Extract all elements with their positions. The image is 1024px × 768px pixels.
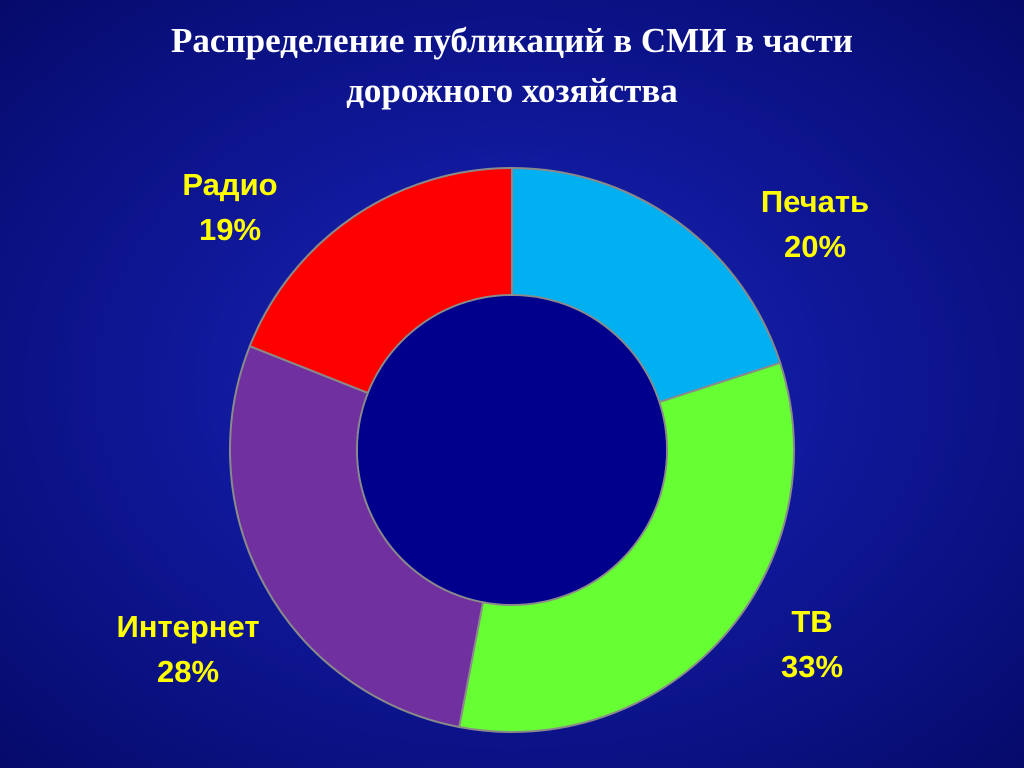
donut-slice	[511, 166, 782, 404]
slice-value: 19%	[199, 212, 261, 247]
slice-label: Печать	[761, 184, 869, 219]
chart-title: Распределение публикаций в СМИ в части д…	[171, 21, 853, 110]
slice-value: 20%	[784, 229, 846, 264]
slice-value: 28%	[157, 654, 219, 689]
slice-label: Интернет	[116, 609, 259, 644]
donut-slice	[229, 344, 485, 729]
slice-label: ТВ	[791, 604, 832, 639]
donut-slice	[248, 166, 513, 395]
donut-hole	[358, 296, 666, 604]
slice-label: Радио	[182, 167, 277, 202]
slice-value: 33%	[781, 649, 843, 684]
donut-slice	[457, 361, 795, 733]
